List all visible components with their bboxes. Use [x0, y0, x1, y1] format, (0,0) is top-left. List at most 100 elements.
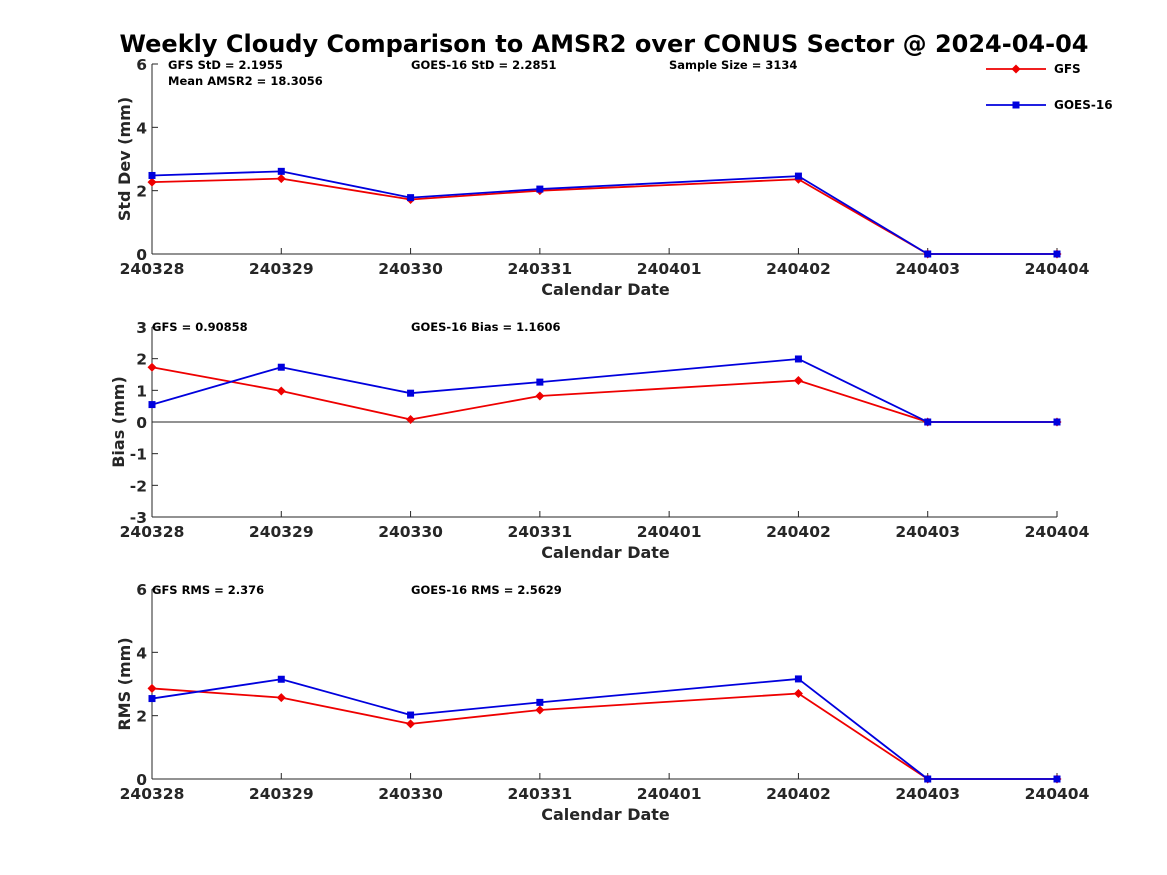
series-goes-16 [148, 167, 1061, 258]
y-tick-label: 6 [136, 56, 147, 74]
y-tick-label: 4 [136, 119, 147, 137]
y-axis-label: Bias (mm) [109, 376, 128, 468]
data-point [794, 355, 802, 363]
data-point [794, 675, 802, 683]
x-axis-label: Calendar Date [541, 805, 670, 824]
data-point [407, 711, 415, 719]
x-tick-label: 240402 [766, 523, 831, 541]
series-gfs [147, 174, 1062, 259]
x-axis-label: Calendar Date [541, 543, 670, 562]
data-point [1053, 250, 1061, 258]
chart-title: Weekly Cloudy Comparison to AMSR2 over C… [120, 30, 1089, 58]
x-tick-label: 240331 [507, 260, 572, 278]
data-point [1053, 418, 1061, 426]
x-tick-label: 240331 [507, 785, 572, 803]
x-tick-label: 240330 [378, 785, 443, 803]
legend-item-goes-16: GOES-16 [986, 98, 1113, 112]
stat-annotation: Sample Size = 3134 [669, 58, 797, 72]
stat-annotation: GOES-16 StD = 2.2851 [411, 58, 556, 72]
y-tick-label: 2 [136, 351, 147, 369]
series-goes-16 [148, 675, 1061, 783]
y-tick-label: 1 [136, 382, 147, 400]
data-point [147, 177, 157, 187]
panel-2: -3 -2 -1 0 1 2 3 240328 240329 240330 240331 240401… [109, 319, 1090, 562]
data-point [407, 194, 415, 202]
y-tick-label: 6 [136, 581, 147, 599]
y-tick-label: -2 [130, 477, 147, 495]
x-tick-label: 240401 [637, 785, 702, 803]
x-tick-label: 240328 [120, 260, 185, 278]
x-tick-label: 240328 [120, 523, 185, 541]
y-tick-label: 0 [136, 246, 147, 264]
data-point [276, 386, 286, 396]
stat-annotation: GOES-16 Bias = 1.1606 [411, 320, 560, 334]
x-tick-label: 240329 [249, 785, 314, 803]
data-point [277, 167, 285, 175]
y-axis-label: RMS (mm) [115, 637, 134, 730]
legend-marker [1012, 101, 1020, 109]
series-line [151, 358, 1057, 423]
legend-item-gfs: GFS [986, 62, 1081, 76]
stat-annotation: GOES-16 RMS = 2.5629 [411, 583, 562, 597]
legend-label: GOES-16 [1054, 98, 1113, 112]
x-tick-label: 240328 [120, 785, 185, 803]
data-point [793, 376, 803, 386]
data-point [536, 185, 544, 193]
stat-annotation: GFS = 0.90858 [152, 320, 248, 334]
data-point [536, 378, 544, 386]
x-tick-label: 240403 [895, 523, 960, 541]
data-point [147, 362, 157, 372]
data-point [277, 363, 285, 371]
y-tick-label: 2 [136, 708, 147, 726]
x-tick-label: 240330 [378, 523, 443, 541]
x-tick-label: 240404 [1025, 260, 1090, 278]
data-point [276, 693, 286, 703]
y-tick-label: 0 [136, 414, 147, 432]
data-point [148, 171, 156, 179]
stat-annotation: Mean AMSR2 = 18.3056 [168, 74, 323, 88]
data-point [924, 775, 932, 783]
x-tick-label: 240331 [507, 523, 572, 541]
x-tick-label: 240401 [637, 260, 702, 278]
series-line [151, 687, 1057, 780]
data-point [148, 695, 156, 703]
data-point [277, 675, 285, 683]
x-tick-label: 240329 [249, 260, 314, 278]
data-point [794, 172, 802, 180]
data-point [793, 688, 803, 699]
y-tick-label: 3 [136, 319, 147, 337]
data-point [406, 414, 416, 424]
data-point [407, 389, 415, 397]
legend: GFS GOES-16 [986, 62, 1113, 112]
x-tick-label: 240330 [378, 260, 443, 278]
x-tick-label: 240329 [249, 523, 314, 541]
x-tick-label: 240401 [637, 523, 702, 541]
data-point [148, 401, 156, 409]
y-tick-label: -3 [130, 509, 147, 527]
data-point [924, 418, 932, 426]
y-tick-label: 2 [136, 183, 147, 201]
series-gfs [147, 683, 1062, 784]
legend-label: GFS [1054, 62, 1081, 76]
data-point [406, 719, 416, 729]
series-gfs [147, 362, 1062, 427]
x-axis-label: Calendar Date [541, 280, 670, 299]
y-axis-label: Std Dev (mm) [115, 97, 134, 221]
data-point [536, 698, 544, 706]
x-tick-label: 240404 [1025, 785, 1090, 803]
x-tick-label: 240402 [766, 785, 831, 803]
x-tick-label: 240402 [766, 260, 831, 278]
data-point [147, 683, 157, 693]
y-tick-label: 4 [136, 644, 147, 662]
series-goes-16 [148, 355, 1061, 426]
panel-3: 0 2 4 6 240328 240329 240330 240331 240401 240402… [115, 581, 1090, 824]
panels: 0 2 4 6 240328 240329 240330 240331 240401 240402… [109, 56, 1090, 824]
data-point [535, 705, 545, 715]
legend-marker [1011, 64, 1021, 74]
x-tick-label: 240403 [895, 785, 960, 803]
data-point [1053, 775, 1061, 783]
panel-1: 0 2 4 6 240328 240329 240330 240331 240401 240402… [115, 56, 1090, 299]
x-tick-label: 240404 [1025, 523, 1090, 541]
x-tick-label: 240403 [895, 260, 960, 278]
